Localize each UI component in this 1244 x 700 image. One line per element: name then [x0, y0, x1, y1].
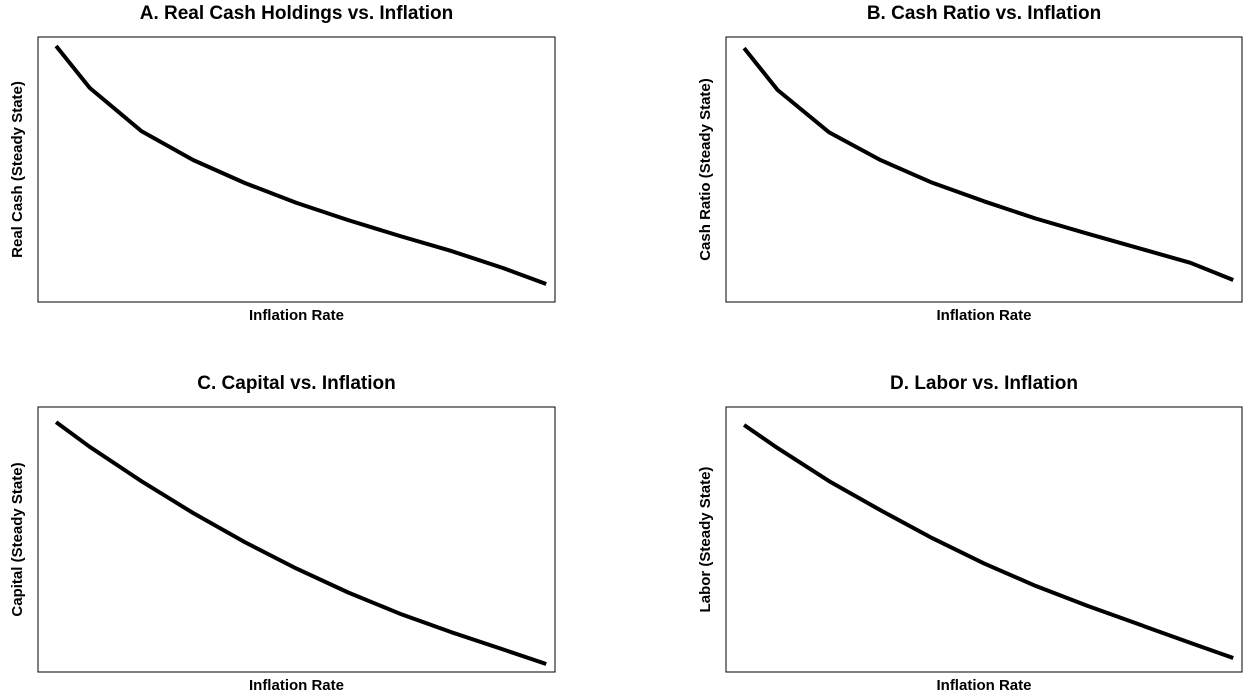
data-line	[54, 44, 547, 286]
x-axis-label: Inflation Rate	[249, 307, 344, 324]
plot-frame	[725, 406, 1243, 673]
y-axis-label: Cash Ratio (Steady State)	[697, 78, 714, 261]
data-line	[742, 46, 1234, 282]
x-axis-label: Inflation Rate	[936, 677, 1031, 694]
chart-title: B. Cash Ratio vs. Inflation	[867, 3, 1101, 24]
plot-frame	[37, 36, 556, 303]
chart-title: A. Real Cash Holdings vs. Inflation	[140, 3, 454, 24]
y-axis-label: Labor (Steady State)	[697, 467, 714, 613]
chart-title: C. Capital vs. Inflation	[197, 373, 395, 394]
data-line	[742, 423, 1234, 660]
y-axis-label: Real Cash (Steady State)	[9, 81, 26, 258]
y-axis-label: Capital (Steady State)	[9, 462, 26, 616]
x-axis-label: Inflation Rate	[249, 677, 344, 694]
plot-frame	[725, 36, 1243, 303]
data-line	[54, 420, 547, 666]
x-axis-label: Inflation Rate	[936, 307, 1031, 324]
plot-frame	[37, 406, 556, 673]
chart-title: D. Labor vs. Inflation	[890, 373, 1078, 394]
